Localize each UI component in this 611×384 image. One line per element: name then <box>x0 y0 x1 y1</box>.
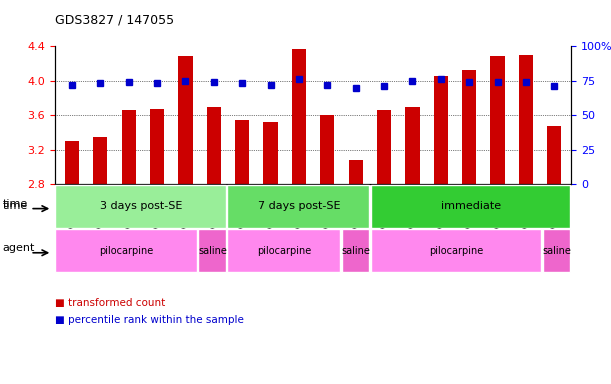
Text: saline: saline <box>342 245 371 256</box>
Bar <box>320 115 334 184</box>
Text: pilocarpine: pilocarpine <box>430 245 484 256</box>
Text: immediate: immediate <box>441 201 501 212</box>
Bar <box>178 56 192 184</box>
Bar <box>377 110 391 184</box>
Bar <box>491 56 505 184</box>
Bar <box>93 137 108 184</box>
FancyBboxPatch shape <box>55 185 225 228</box>
Text: GDS3827 / 147055: GDS3827 / 147055 <box>55 14 174 27</box>
Text: time: time <box>2 199 28 209</box>
Bar <box>263 122 277 184</box>
FancyBboxPatch shape <box>227 229 340 272</box>
Bar <box>462 70 476 184</box>
Text: 3 days post-SE: 3 days post-SE <box>100 201 182 212</box>
FancyBboxPatch shape <box>342 229 369 272</box>
FancyBboxPatch shape <box>55 229 197 272</box>
Text: time: time <box>3 201 28 212</box>
Bar <box>434 76 448 184</box>
Bar <box>150 109 164 184</box>
Bar <box>349 160 363 184</box>
Text: agent: agent <box>2 243 35 253</box>
Bar <box>547 126 562 184</box>
Bar <box>405 107 420 184</box>
Bar <box>207 108 221 184</box>
FancyBboxPatch shape <box>370 229 541 272</box>
FancyBboxPatch shape <box>543 229 570 272</box>
Text: ■ transformed count: ■ transformed count <box>55 298 165 308</box>
Text: pilocarpine: pilocarpine <box>257 245 312 256</box>
FancyBboxPatch shape <box>227 185 369 228</box>
FancyBboxPatch shape <box>199 229 225 272</box>
Bar <box>292 49 306 184</box>
Text: 7 days post-SE: 7 days post-SE <box>258 201 340 212</box>
Text: saline: saline <box>199 245 227 256</box>
Bar <box>235 119 249 184</box>
FancyBboxPatch shape <box>370 185 570 228</box>
Text: pilocarpine: pilocarpine <box>100 245 154 256</box>
Bar <box>519 55 533 184</box>
Text: ■ percentile rank within the sample: ■ percentile rank within the sample <box>55 315 244 325</box>
Bar <box>122 110 136 184</box>
Bar <box>65 141 79 184</box>
Text: saline: saline <box>543 245 571 256</box>
